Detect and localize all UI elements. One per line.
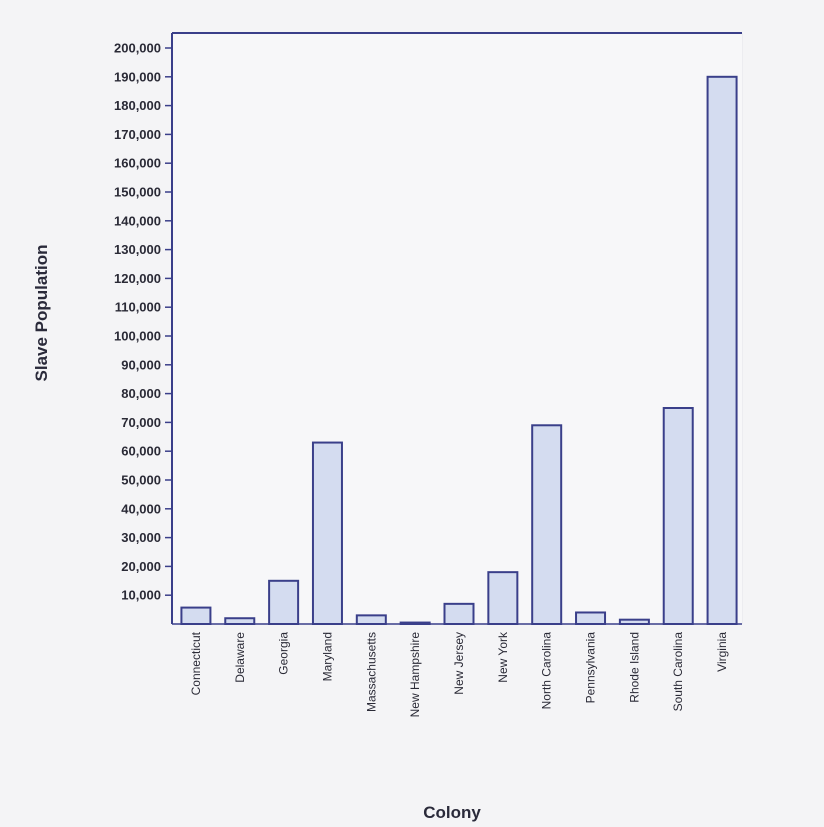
plot-area — [172, 33, 742, 624]
x-category-label: Rhode Island — [627, 632, 641, 703]
y-tick-label: 20,000 — [121, 559, 161, 574]
bar-new-york — [487, 571, 519, 625]
y-tick-label: 100,000 — [114, 329, 161, 344]
y-tick-label: 60,000 — [121, 444, 161, 459]
bar-north-carolina — [531, 424, 563, 625]
bar-rhode-island — [618, 618, 650, 625]
y-tick-label: 40,000 — [121, 501, 161, 516]
plot-frame — [171, 32, 742, 625]
y-tick-label: 140,000 — [114, 213, 161, 228]
bar-virginia — [706, 75, 738, 626]
bar-maryland — [311, 441, 343, 625]
bar-connecticut — [180, 606, 212, 625]
y-tick-label: 190,000 — [114, 69, 161, 84]
x-category-label: Massachusetts — [364, 632, 378, 712]
bar-georgia — [268, 579, 300, 625]
x-axis-title: Colony — [423, 803, 481, 822]
y-tick-label: 200,000 — [114, 41, 161, 56]
bar-delaware — [224, 617, 256, 625]
y-tick-label: 110,000 — [115, 300, 161, 315]
x-category-label: Delaware — [233, 632, 247, 683]
y-tick-label: 120,000 — [114, 271, 161, 286]
y-tick-label: 90,000 — [121, 357, 161, 372]
x-category-label: North Carolina — [540, 632, 554, 710]
x-category-label: Virginia — [715, 632, 729, 672]
y-tick-label: 30,000 — [121, 530, 161, 545]
x-category-label: Georgia — [277, 632, 291, 675]
bars — [180, 75, 738, 626]
x-category-label: South Carolina — [671, 632, 685, 712]
y-tick-label: 50,000 — [121, 473, 161, 488]
bar-new-hampshire — [399, 621, 431, 625]
bar-massachusetts — [355, 614, 387, 625]
y-tick-label: 10,000 — [121, 588, 161, 603]
y-tick-label: 70,000 — [121, 415, 161, 430]
bar-pennsylvania — [575, 611, 607, 625]
y-tick-label: 180,000 — [114, 98, 161, 113]
y-axis-title: Slave Population — [32, 245, 51, 382]
y-tick-label: 150,000 — [114, 185, 161, 200]
y-tick-label: 80,000 — [121, 386, 161, 401]
bar-new-jersey — [443, 602, 475, 626]
x-category-label: New York — [496, 631, 510, 683]
y-tick-label: 160,000 — [114, 156, 161, 171]
x-category-label: Pennsylvania — [584, 632, 598, 704]
bar-south-carolina — [662, 407, 694, 625]
x-category-label: Connecticut — [189, 631, 203, 695]
y-axis-ticks: 10,000 20,000 30,000 40,000 50,000 60,000 70,0… — [114, 41, 172, 603]
y-tick-label: 170,000 — [114, 127, 161, 142]
x-axis-labels: Connecticut Delaware Georgia Maryland Massac… — [189, 631, 729, 717]
x-category-label: New Jersey — [452, 632, 466, 695]
x-category-label: Maryland — [320, 632, 334, 681]
y-tick-label: 130,000 — [114, 242, 161, 257]
x-category-label: New Hampshire — [408, 632, 422, 718]
